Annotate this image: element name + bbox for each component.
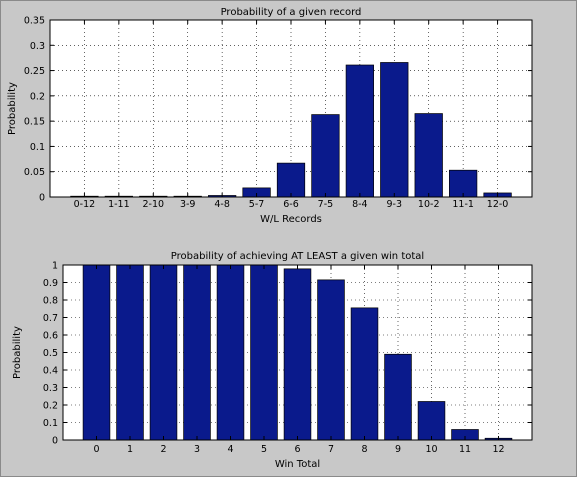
x-tick-label: 10-2 (418, 199, 440, 210)
y-tick-label: 0.6 (43, 331, 58, 342)
x-tick-label: 6 (294, 444, 300, 455)
bar-2 (149, 264, 178, 441)
x-tick-label: 2 (160, 444, 166, 455)
bar-0 (82, 264, 111, 441)
x-tick-label: 4-8 (214, 199, 230, 210)
bar-1 (116, 264, 144, 441)
x-tick-label: 11-1 (452, 199, 474, 210)
y-axis-label: Probability (12, 326, 23, 379)
x-tick-label: 0 (93, 444, 99, 455)
bar-8-4 (345, 64, 374, 198)
y-tick-label: 0.2 (30, 91, 45, 102)
y-tick-label: 0.2 (43, 401, 58, 412)
bar-10 (417, 401, 446, 441)
x-tick-label: 2-10 (143, 199, 165, 210)
chart-title: Probability of a given record (221, 7, 362, 18)
x-tick-label: 7 (328, 444, 334, 455)
x-tick-label: 3-9 (180, 199, 196, 210)
bar-7-5 (311, 114, 340, 198)
y-tick-label: 0.05 (24, 167, 45, 178)
x-tick-label: 8 (361, 444, 367, 455)
x-axis-label: Win Total (275, 459, 320, 470)
y-tick-label: 0.7 (43, 313, 58, 324)
x-axis-label: W/L Records (260, 214, 322, 225)
x-tick-label: 1-11 (108, 199, 130, 210)
y-tick-label: 0.9 (43, 278, 58, 289)
y-tick-label: 0.8 (43, 296, 58, 307)
x-tick-label: 7-5 (318, 199, 334, 210)
chart-1: 0 0.05 0.1 0.15 0.2 0.25 0.3 0.35 0-12 1-11 2-10 3-… (7, 7, 533, 225)
x-tick-label: 3 (194, 444, 200, 455)
x-tick-label: 6-6 (283, 199, 299, 210)
bar-6-6 (276, 162, 306, 198)
x-tick-label: 9 (395, 444, 401, 455)
x-tick-label: 9-3 (387, 199, 403, 210)
y-tick-label: 1 (52, 261, 58, 272)
y-tick-label: 0.4 (43, 366, 58, 377)
y-tick-label: 0.25 (24, 66, 45, 77)
y-tick-label: 0.35 (24, 16, 45, 27)
x-tick-label: 12-0 (487, 199, 509, 210)
x-tick-label: 0-12 (74, 199, 96, 210)
y-tick-label: 0.1 (43, 418, 58, 429)
x-tick-label: 12 (492, 444, 504, 455)
y-tick-label: 0.1 (30, 142, 45, 153)
chart-2: 00.10.20.30.40.50.60.70.80.910 1 2 3 4 5 6 7 8 9 1… (12, 251, 533, 470)
chart-title: Probability of achieving AT LEAST a give… (171, 251, 424, 262)
bar-9 (384, 353, 412, 441)
y-tick-label: 0.15 (24, 117, 45, 128)
x-tick-label: 10 (425, 444, 437, 455)
y-tick-label: 0 (39, 193, 45, 204)
y-tick-label: 0.3 (43, 383, 58, 394)
bar-7 (317, 279, 345, 441)
y-tick-label: 0.3 (30, 41, 45, 52)
x-tick-label: 5-7 (249, 199, 265, 210)
bar-11-1 (449, 169, 478, 198)
bar-4 (216, 264, 245, 441)
y-tick-label: 0 (52, 436, 58, 447)
x-tick-label: 1 (127, 444, 133, 455)
x-tick-label: 8-4 (352, 199, 368, 210)
bar-9-3 (380, 62, 409, 198)
bar-6 (283, 268, 312, 441)
bar-5 (250, 264, 278, 441)
y-axis-label: Probability (7, 82, 18, 135)
bar-10-2 (414, 113, 443, 198)
x-tick-label: 4 (227, 444, 233, 455)
y-tick-label: 0.5 (43, 348, 58, 359)
bar-8 (350, 307, 379, 441)
x-tick-label: 11 (459, 444, 471, 455)
x-tick-label: 5 (261, 444, 267, 455)
bar-3 (183, 264, 211, 441)
